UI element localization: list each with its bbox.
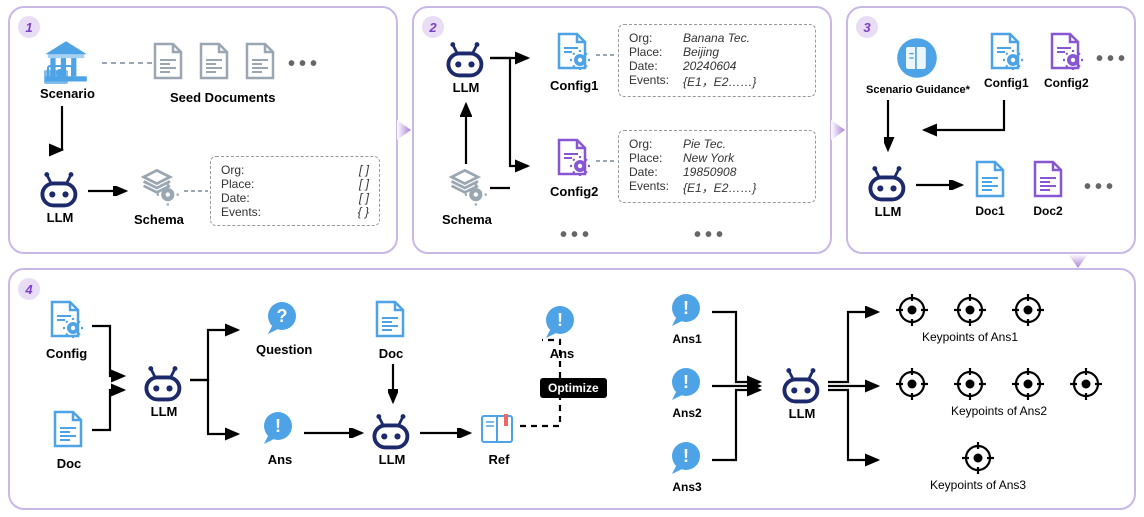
seed-docs-label: Seed Documents [170, 90, 275, 105]
keypoints-row-2: Keypoints of Ans2 [894, 366, 1104, 418]
p4-llm2-icon: LLM [370, 410, 414, 467]
config2-box: Org:Pie Tec. Place:New York Date:1985090… [618, 130, 816, 203]
llm-label: LLM [47, 210, 74, 225]
p4-ans-list-2: Ans2 [668, 366, 706, 420]
p2-dots: ••• [694, 224, 727, 247]
p4-ans-list-3: Ans3 [668, 440, 706, 494]
p2-llm-icon: LLM [444, 38, 488, 95]
p4-ref-icon: Ref [478, 410, 520, 467]
p2-config-dots: ••• [560, 224, 593, 247]
p4-ans1-icon: Ans [260, 410, 300, 467]
p4-doc-icon: Doc [50, 410, 88, 471]
scenario-icon: Scenario [40, 36, 95, 101]
panel-4: 4 Config Doc LLM Question Ans Doc LLM [8, 268, 1136, 510]
p3-doc-dots: ••• [1084, 176, 1117, 199]
p2-schema-icon: Schema [442, 166, 492, 227]
p3-doc1-icon: Doc1 [972, 160, 1008, 218]
llm-icon: LLM [38, 168, 82, 225]
p3-config-dots: ••• [1096, 48, 1129, 71]
keypoints-row-1: Keypoints of Ans1 [894, 292, 1046, 344]
panel-badge-1: 1 [18, 16, 40, 38]
p3-config1-icon: Config1 [984, 32, 1029, 90]
p4-question-icon: Question [256, 300, 312, 357]
panel-1: 1 Scenario ••• Seed Documents LLM Schema… [8, 6, 398, 254]
schema-icon: Schema [134, 166, 184, 227]
p4-llm3-icon: LLM [780, 364, 824, 421]
p3-config2-icon: Config2 [1044, 32, 1089, 90]
p3-llm-icon: LLM [866, 162, 910, 219]
p4-doc2-icon: Doc [372, 300, 410, 361]
p4-llm1-icon: LLM [142, 362, 186, 419]
config2-icon: Config2 [550, 138, 598, 199]
p4-config-icon: Config [46, 300, 87, 361]
seed-docs-group: ••• [150, 42, 321, 86]
optimize-badge: Optimize [540, 378, 607, 398]
keypoints-row-3: Keypoints of Ans3 [930, 440, 1026, 492]
panel-badge-2: 2 [422, 16, 444, 38]
config1-icon: Config1 [550, 32, 598, 93]
panel-badge-4: 4 [18, 278, 40, 300]
schema-fields-box: Org:[ ] Place:[ ] Date:[ ] Events:{ } [210, 156, 380, 226]
panel-2: 2 LLM Schema Config1 Config2 ••• Org:Ban… [412, 6, 832, 254]
panel-3: 3 Scenario Guidance* Config1 Config2 •••… [846, 6, 1136, 254]
schema-label: Schema [134, 212, 184, 227]
p4-ans-list-1: Ans1 [668, 292, 706, 346]
config1-box: Org:Banana Tec. Place:Beijing Date:20240… [618, 24, 816, 97]
scenario-guidance-icon: Scenario Guidance* [866, 36, 970, 96]
scenario-label: Scenario [40, 86, 95, 101]
p3-doc2-icon: Doc2 [1030, 160, 1066, 218]
panel-badge-3: 3 [856, 16, 878, 38]
